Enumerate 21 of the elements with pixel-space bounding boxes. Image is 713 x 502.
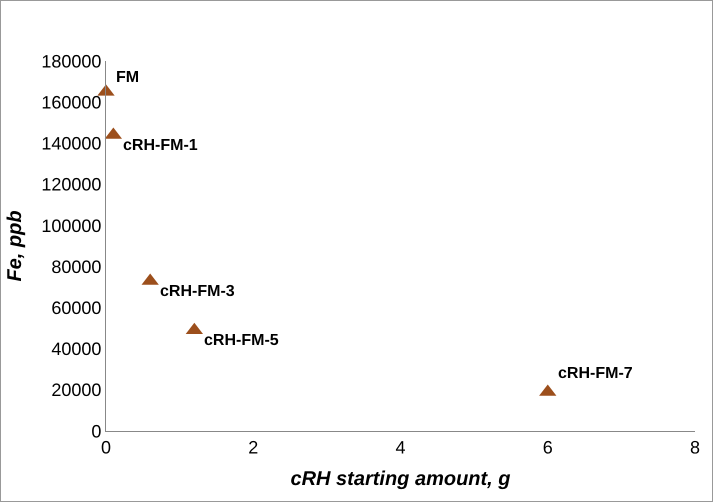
y-tick-label: 160000 bbox=[41, 92, 102, 112]
y-tick-label: 180000 bbox=[41, 51, 102, 72]
y-tick-label: 40000 bbox=[51, 339, 102, 360]
y-tick-label: 140000 bbox=[41, 134, 102, 154]
x-tick-label: 6 bbox=[542, 438, 553, 458]
y-tick-label: 80000 bbox=[51, 256, 102, 277]
annotation: cRH-FM-5 bbox=[204, 332, 279, 349]
x-tick-label: 4 bbox=[395, 438, 406, 458]
x-axis-title: cRH starting amount, g bbox=[290, 468, 511, 490]
y-tick-label: 0 bbox=[91, 421, 102, 442]
annotation: FM bbox=[116, 69, 140, 86]
annotation: cRH-FM-3 bbox=[160, 283, 235, 300]
y-tick-label: 20000 bbox=[51, 380, 102, 400]
y-tick-label: 100000 bbox=[41, 216, 102, 236]
y-tick-label: 60000 bbox=[51, 298, 102, 318]
y-tick-label: 120000 bbox=[41, 174, 102, 195]
x-tick-label: 2 bbox=[248, 438, 258, 458]
annotation: cRH-FM-7 bbox=[558, 365, 633, 382]
x-tick-label: 8 bbox=[690, 438, 700, 458]
y-axis-title: Fe, ppb bbox=[4, 210, 26, 282]
annotation: cRH-FM-1 bbox=[123, 137, 198, 154]
